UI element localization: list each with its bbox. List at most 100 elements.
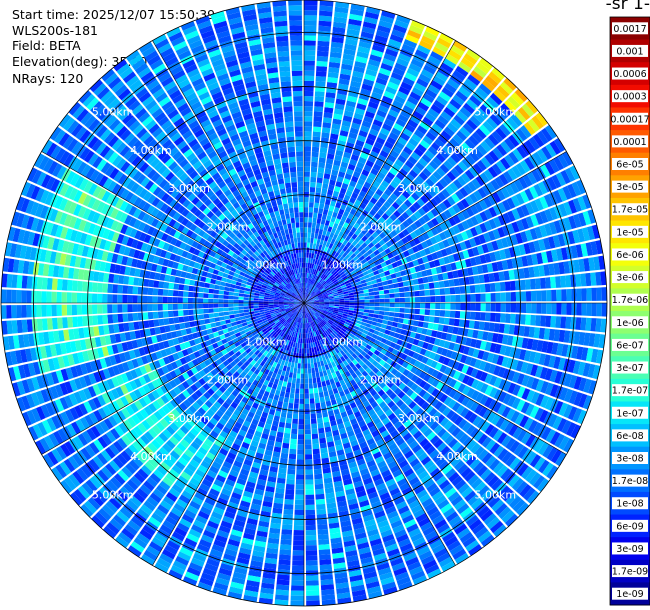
ppi-cell — [408, 182, 418, 192]
ppi-cell — [187, 418, 196, 427]
ppi-cell — [328, 308, 334, 311]
ppi-cell — [538, 459, 550, 474]
ppi-cell — [475, 128, 487, 140]
ppi-cell — [305, 529, 317, 536]
ppi-cell — [338, 323, 344, 328]
ppi-cell — [294, 499, 304, 505]
ppi-cell — [293, 535, 304, 541]
ppi-cell — [343, 354, 349, 360]
ppi-cell — [364, 482, 375, 490]
ppi-cell — [304, 267, 306, 273]
ppi-cell — [329, 345, 335, 351]
ppi-cell — [465, 455, 477, 467]
ppi-cell — [305, 550, 318, 556]
ppi-cell — [398, 318, 404, 324]
ppi-cell — [373, 310, 380, 315]
ppi-cell — [308, 327, 311, 333]
ppi-cell — [422, 135, 434, 146]
ppi-cell — [241, 441, 250, 450]
ppi-cell — [551, 289, 557, 302]
ppi-cell — [414, 49, 429, 60]
ppi-cell — [320, 584, 335, 591]
ppi-cell — [421, 181, 431, 191]
ppi-cell — [318, 20, 332, 27]
ppi-cell — [241, 378, 248, 385]
ppi-cell — [367, 408, 376, 417]
ppi-cell — [583, 378, 592, 393]
ppi-cell — [384, 248, 392, 255]
ppi-cell — [345, 338, 352, 344]
ppi-cell — [387, 372, 395, 381]
ppi-cell — [226, 434, 236, 443]
ppi-cell — [265, 486, 275, 493]
ppi-cell — [317, 309, 322, 313]
ppi-cell — [295, 352, 299, 359]
ppi-cell — [334, 229, 341, 236]
ppi-cell — [524, 229, 533, 242]
ppi-cell — [526, 490, 540, 505]
ppi-cell — [388, 312, 395, 317]
ppi-cell — [331, 424, 338, 432]
ppi-cell — [305, 560, 318, 566]
ppi-cell — [384, 329, 391, 335]
ppi-cell — [427, 376, 436, 385]
ppi-cell — [298, 333, 301, 339]
ppi-cell — [563, 330, 571, 343]
ppi-cell — [377, 487, 389, 496]
ppi-cell — [206, 421, 215, 430]
ppi-cell — [341, 373, 347, 380]
ppi-cell — [364, 299, 370, 303]
ppi-cell — [338, 220, 345, 227]
ppi-cell — [313, 207, 319, 214]
ppi-cell — [139, 484, 152, 496]
ppi-cell — [354, 297, 360, 300]
ppi-cell — [300, 373, 304, 379]
ppi-cell — [411, 326, 418, 333]
ppi-cell — [416, 489, 428, 499]
ppi-cell — [359, 276, 366, 281]
ppi-cell — [362, 566, 376, 575]
ppi-cell — [414, 228, 422, 237]
ppi-cell — [454, 286, 461, 294]
ppi-cell — [183, 421, 193, 431]
ppi-cell — [304, 301, 309, 303]
ppi-cell — [220, 393, 228, 402]
ppi-cell — [368, 59, 381, 68]
ppi-cell — [343, 388, 350, 395]
ppi-cell — [304, 181, 310, 187]
ppi-cell — [408, 440, 419, 450]
ppi-cell — [136, 488, 149, 500]
ppi-cell — [294, 393, 300, 399]
ppi-cell — [327, 441, 335, 448]
ppi-cell — [344, 370, 351, 377]
ppi-cell — [253, 414, 261, 421]
ppi-cell — [286, 329, 291, 335]
ppi-cell — [331, 123, 341, 130]
ppi-cell — [478, 83, 492, 96]
ppi-cell — [555, 248, 564, 261]
ppi-cell — [583, 332, 591, 346]
ppi-cell — [256, 447, 265, 455]
ppi-cell — [363, 312, 369, 317]
ppi-cell — [307, 278, 310, 284]
ppi-cell — [315, 187, 322, 194]
ppi-cell — [508, 474, 520, 488]
ppi-cell — [142, 524, 156, 536]
ppi-cell — [339, 280, 345, 285]
ppi-cell — [318, 157, 326, 164]
ppi-cell — [516, 502, 530, 516]
ppi-cell — [409, 24, 424, 35]
ppi-cell — [535, 112, 548, 127]
ppi-cell — [283, 397, 289, 403]
ppi-cell — [318, 25, 331, 32]
ppi-cell — [334, 11, 348, 19]
ppi-cell — [305, 535, 317, 541]
ppi-cell — [405, 142, 416, 151]
ppi-cell — [231, 426, 240, 434]
ppi-cell — [317, 35, 330, 42]
ppi-cell — [318, 432, 326, 439]
ppi-cell — [469, 357, 477, 367]
ppi-cell — [265, 358, 272, 365]
ppi-cell — [293, 310, 298, 315]
ppi-cell — [379, 492, 391, 501]
